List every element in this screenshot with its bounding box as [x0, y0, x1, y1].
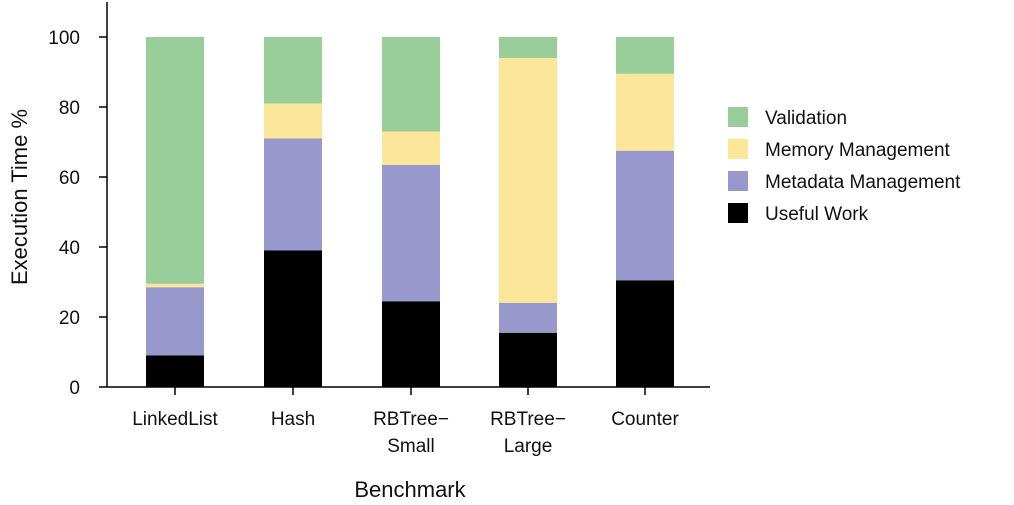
- bar-segment-useful-work: [264, 250, 322, 387]
- y-tick-label: 60: [59, 168, 80, 189]
- y-tick-label: 80: [59, 98, 80, 119]
- y-tick-label: 100: [48, 28, 80, 49]
- bar-segment-metadata-management: [616, 150, 674, 281]
- bar-segment-memory-management: [616, 73, 674, 151]
- bar-segment-useful-work: [146, 355, 204, 387]
- bar-segment-validation: [499, 37, 557, 58]
- bar-segment-memory-management: [264, 103, 322, 139]
- x-tick-label: LinkedList: [132, 409, 218, 430]
- legend-label-metadata-management: Metadata Management: [765, 172, 961, 193]
- bar-segment-validation: [264, 37, 322, 104]
- legend: Validation Memory Management Metadata Mana…: [728, 107, 961, 225]
- bar-segment-validation: [146, 37, 204, 284]
- bar-segment-useful-work: [499, 332, 557, 387]
- bar-segment-memory-management: [382, 131, 440, 165]
- legend-label-memory-management: Memory Management: [765, 140, 951, 161]
- x-tick-label: Small: [387, 436, 435, 457]
- axes-layer: [106, 2, 710, 388]
- x-tick-label: Hash: [271, 409, 315, 430]
- bar-segment-useful-work: [616, 280, 674, 387]
- x-tick-label: Counter: [611, 409, 679, 430]
- bar-segment-metadata-management: [264, 138, 322, 251]
- y-tick-label: 0: [69, 378, 80, 399]
- y-tick-label: 20: [59, 308, 80, 329]
- bar-segment-metadata-management: [499, 303, 557, 333]
- x-tick-labels-layer: LinkedList Hash RBTree− Small RBTree− Large Co…: [132, 387, 679, 457]
- y-axis-label: Execution Time %: [7, 109, 32, 285]
- bar-segment-metadata-management: [382, 164, 440, 302]
- legend-label-useful-work: Useful Work: [765, 204, 869, 225]
- bar-segment-validation: [382, 37, 440, 132]
- x-tick-label: RBTree−: [490, 409, 566, 430]
- x-axis-label: Benchmark: [354, 477, 466, 500]
- legend-label-validation: Validation: [765, 108, 847, 129]
- y-tick-label: 40: [59, 238, 80, 259]
- bar-segment-validation: [616, 37, 674, 74]
- bar-segment-memory-management: [499, 58, 557, 303]
- bar-segment-memory-management: [146, 283, 204, 288]
- bar-segment-metadata-management: [146, 287, 204, 356]
- legend-swatch-memory-management: [728, 139, 748, 159]
- legend-swatch-useful-work: [728, 203, 748, 223]
- legend-swatch-validation: [728, 107, 748, 127]
- x-tick-label: RBTree−: [373, 409, 449, 430]
- y-ticks-layer: 0 20 40 60 80 100: [48, 28, 107, 399]
- bars-layer: [146, 37, 674, 387]
- x-tick-label: Large: [504, 436, 553, 457]
- bar-segment-useful-work: [382, 301, 440, 387]
- legend-swatch-metadata-management: [728, 171, 748, 191]
